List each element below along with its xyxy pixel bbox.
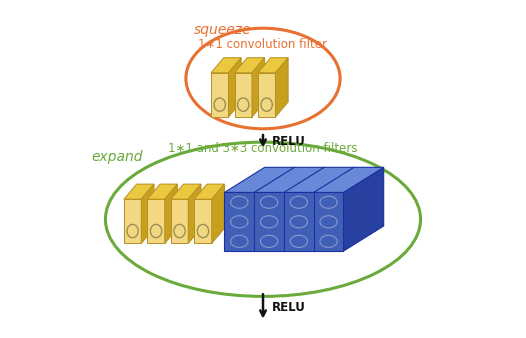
- Polygon shape: [276, 58, 288, 117]
- Polygon shape: [124, 199, 141, 243]
- Polygon shape: [124, 184, 154, 199]
- Polygon shape: [171, 199, 188, 243]
- Polygon shape: [171, 184, 201, 199]
- Polygon shape: [258, 73, 276, 117]
- Polygon shape: [225, 192, 343, 251]
- Text: 1∗1 and 3∗3 convolution filters: 1∗1 and 3∗3 convolution filters: [168, 142, 358, 155]
- Text: 1∗1 convolution filter: 1∗1 convolution filter: [198, 39, 328, 51]
- Polygon shape: [258, 58, 288, 73]
- Polygon shape: [225, 167, 383, 192]
- Text: expand: expand: [92, 150, 143, 164]
- Polygon shape: [141, 184, 154, 243]
- Polygon shape: [165, 184, 177, 243]
- Text: RELU: RELU: [271, 135, 305, 148]
- Text: squeeze: squeeze: [194, 23, 251, 37]
- Polygon shape: [252, 58, 265, 117]
- Polygon shape: [211, 73, 228, 117]
- Polygon shape: [235, 58, 265, 73]
- Polygon shape: [211, 58, 241, 73]
- Polygon shape: [235, 73, 252, 117]
- Polygon shape: [211, 184, 225, 243]
- Polygon shape: [228, 58, 241, 117]
- Polygon shape: [147, 199, 165, 243]
- Polygon shape: [194, 199, 211, 243]
- Polygon shape: [194, 184, 225, 199]
- Polygon shape: [147, 184, 177, 199]
- Text: RELU: RELU: [271, 300, 305, 314]
- Polygon shape: [343, 167, 383, 251]
- Polygon shape: [188, 184, 201, 243]
